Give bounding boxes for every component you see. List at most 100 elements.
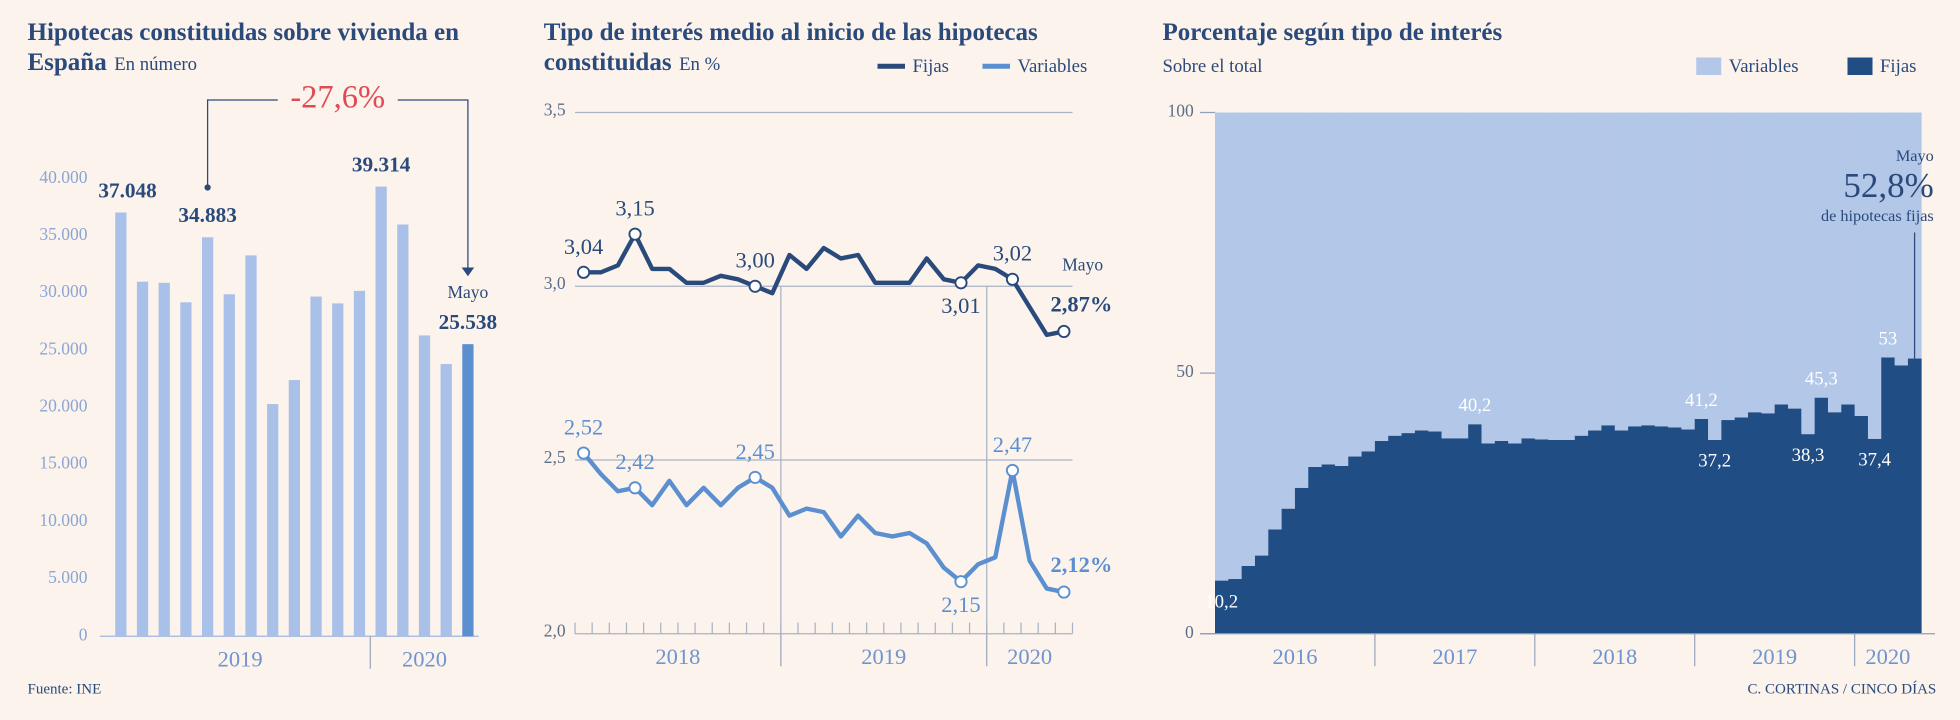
bar — [353, 290, 366, 637]
bar-segment — [1668, 112, 1682, 428]
point-marker — [1057, 585, 1071, 599]
value-label: 2,87% — [1050, 292, 1112, 317]
point-marker — [628, 481, 642, 495]
bar-segment — [1574, 112, 1589, 436]
bar-segment — [1281, 112, 1296, 509]
x-group-label: 2017 — [1432, 644, 1477, 669]
bar-segment — [1588, 430, 1602, 634]
bar-segment — [1521, 438, 1536, 634]
bar-segment — [1628, 426, 1642, 634]
value-label: 41,2 — [1685, 390, 1718, 411]
bar-segment — [1548, 439, 1562, 634]
x-group-label: 2019 — [1752, 644, 1797, 669]
value-label: 2,12% — [1050, 552, 1112, 577]
bar-segment — [1374, 112, 1389, 441]
value-label: 3,15 — [615, 196, 654, 221]
bar-segment — [1414, 112, 1429, 431]
y-tick-label: 20.000 — [39, 396, 87, 416]
bar-segment — [1574, 435, 1589, 634]
bar-segment — [1894, 365, 1909, 634]
bracket — [206, 99, 469, 268]
value-label: 2,45 — [735, 439, 774, 464]
bar-segment — [1388, 435, 1402, 634]
value-label: 37,4 — [1858, 450, 1891, 471]
value-label: 2,47 — [993, 432, 1032, 457]
bar — [462, 344, 474, 637]
value-label: 37,2 — [1698, 451, 1731, 472]
title-block: Porcentaje según tipo de interés — [1163, 18, 1688, 48]
bar-segment — [1361, 451, 1376, 634]
arrow-head — [461, 267, 475, 277]
bar-segment — [1361, 112, 1376, 452]
value-label: 40,2 — [1458, 395, 1491, 416]
title-box: Hipotecas constituidas sobre vivienda en… — [28, 18, 509, 81]
bar-segment — [1734, 112, 1749, 418]
value-label: 3,02 — [993, 241, 1032, 266]
bar — [397, 224, 409, 637]
bar-segment — [1694, 418, 1709, 634]
bar-segment — [1841, 112, 1855, 405]
bar-segment — [1561, 112, 1576, 440]
bar-segment — [1494, 440, 1509, 634]
bar-segment — [1588, 112, 1602, 431]
x-group-label: 2018 — [655, 644, 700, 669]
annotation-text: de hipotecas fijas — [1821, 207, 1934, 225]
bar-segment — [1654, 426, 1669, 634]
bar-segment — [1348, 112, 1362, 457]
bar — [223, 294, 235, 637]
bar-segment — [1708, 112, 1722, 440]
legend-label: Variables — [1018, 56, 1088, 77]
point-marker — [1005, 463, 1020, 477]
point-marker — [748, 279, 762, 293]
bar-segment — [1388, 112, 1402, 436]
legend-label: Fijas — [913, 56, 949, 77]
bar-segment — [1308, 112, 1322, 467]
y-tick-label: 0 — [79, 624, 88, 644]
title-box: Tipo de interés medio al inicio de las h… — [543, 18, 1038, 77]
bar-segment — [1228, 579, 1243, 634]
y-tick-label: 15.000 — [39, 453, 87, 473]
bar-segment — [1241, 112, 1256, 566]
bar-segment — [1348, 456, 1362, 634]
bar-segment — [1614, 430, 1629, 634]
bar-segment — [1641, 425, 1656, 634]
title-block: Hipotecas constituidas sobre vivienda en… — [28, 18, 509, 81]
bar-segment — [1801, 434, 1816, 634]
bar-segment — [1827, 112, 1842, 413]
bar-segment — [1681, 112, 1696, 430]
bar-segment — [1414, 430, 1429, 634]
point-marker — [1057, 324, 1071, 338]
chart-title: Tipo de interés medio al inicio de las h… — [543, 18, 1038, 77]
bar-segment — [1761, 112, 1776, 414]
bar-segment — [1254, 112, 1269, 556]
point-marker — [954, 276, 968, 290]
bar-segment — [1561, 439, 1576, 634]
chart-subtitle: En número — [114, 55, 198, 75]
bar-segment — [1774, 404, 1789, 634]
bar-segment — [1867, 438, 1882, 634]
bar-segment — [1268, 529, 1283, 634]
bar-segment — [1881, 357, 1895, 634]
bar-segment — [1708, 439, 1722, 634]
bar-segment — [1521, 112, 1536, 439]
legend-swatch — [1847, 57, 1873, 75]
bar-segment — [1334, 112, 1349, 466]
value-label: 25.538 — [439, 310, 497, 334]
bar-segment — [1294, 487, 1309, 634]
bar-segment — [1254, 555, 1269, 634]
point-marker — [628, 227, 642, 241]
x-group-label: 2020 — [1865, 644, 1910, 669]
y-tick-label: 25.000 — [39, 338, 87, 358]
bar-segment — [1601, 425, 1616, 634]
bar-segment — [1907, 358, 1922, 634]
bar-segment — [1454, 112, 1469, 439]
y-tick-label: 30.000 — [39, 281, 87, 301]
x-group-label: 2016 — [1272, 644, 1317, 669]
bar-segment — [1748, 412, 1762, 634]
bar-segment — [1681, 429, 1696, 634]
annotation-month: Mayo — [1896, 147, 1934, 165]
y-tick-label: 10.000 — [39, 510, 87, 530]
bar-segment — [1508, 443, 1522, 634]
bar-segment — [1294, 112, 1309, 488]
chart-title: Porcentaje según tipo de interés — [1162, 18, 1503, 47]
